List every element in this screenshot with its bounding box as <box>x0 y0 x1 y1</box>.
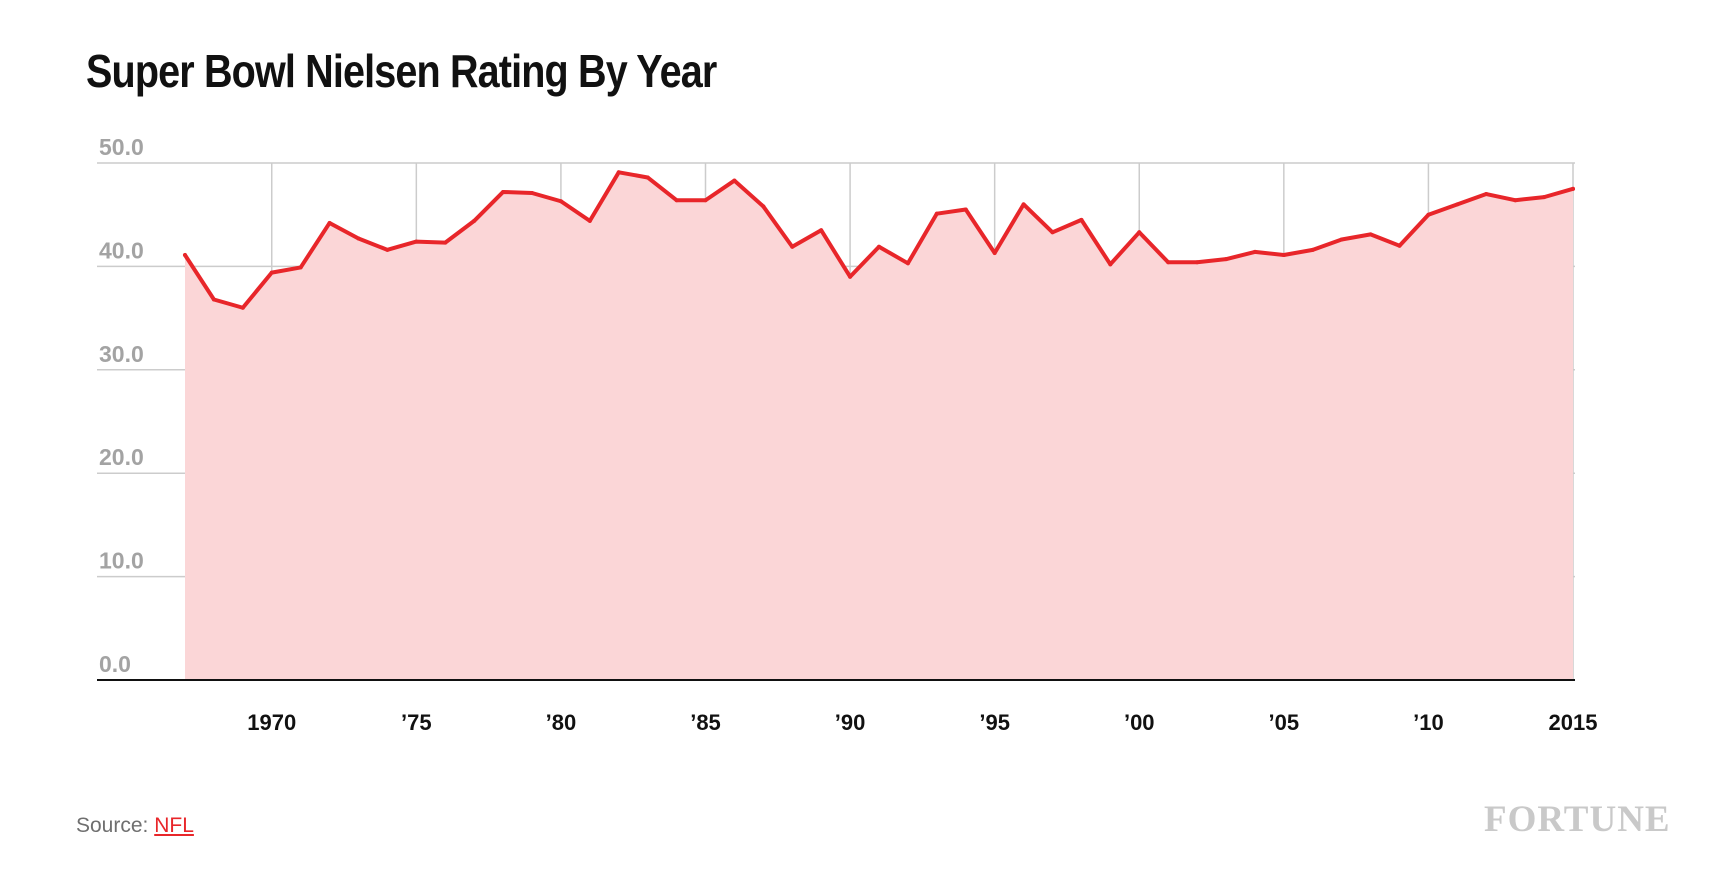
y-tick-label: 40.0 <box>99 237 144 263</box>
data-point-1983 <box>645 175 650 180</box>
chart-title: Super Bowl Nielsen Rating By Year <box>86 45 717 97</box>
source-link[interactable]: NFL <box>154 814 194 837</box>
data-point-2007 <box>1339 237 1344 242</box>
data-point-1974 <box>385 247 390 252</box>
x-tick-label: ’95 <box>979 710 1010 735</box>
data-point-1997 <box>1050 230 1055 235</box>
data-point-1975 <box>414 239 419 244</box>
data-point-2015 <box>1571 186 1575 191</box>
x-tick-label: ’75 <box>401 710 432 735</box>
data-point-1989 <box>819 228 824 233</box>
data-point-1992 <box>905 261 910 266</box>
data-point-1990 <box>848 274 853 279</box>
x-tick-label: ’00 <box>1124 710 1155 735</box>
data-point-1970 <box>269 270 274 275</box>
y-tick-label: 30.0 <box>99 341 144 367</box>
data-point-1998 <box>1079 217 1084 222</box>
data-point-1978 <box>501 189 506 194</box>
data-point-2012 <box>1484 192 1489 197</box>
data-point-2010 <box>1426 212 1431 217</box>
data-point-1980 <box>558 199 563 204</box>
y-tick-label: 50.0 <box>99 134 144 160</box>
data-point-1993 <box>934 211 939 216</box>
data-point-1985 <box>703 198 708 203</box>
data-point-1971 <box>298 265 303 270</box>
y-tick-label: 10.0 <box>99 548 144 574</box>
data-point-2005 <box>1281 253 1286 258</box>
data-point-1994 <box>963 207 968 212</box>
data-point-1972 <box>327 220 332 225</box>
data-point-1996 <box>1021 202 1026 207</box>
data-point-1967 <box>183 253 187 258</box>
data-point-1988 <box>790 244 795 249</box>
data-point-2008 <box>1368 232 1373 237</box>
x-tick-label: ’05 <box>1269 710 1300 735</box>
y-tick-labels: 0.0 10.0 20.0 30.0 40.0 50.0 <box>99 134 144 677</box>
data-point-1999 <box>1108 262 1113 267</box>
x-tick-label: ’80 <box>546 710 577 735</box>
data-point-1991 <box>877 244 881 249</box>
data-point-1977 <box>472 218 477 223</box>
x-tick-label: 1970 <box>247 710 296 735</box>
x-tick-label: ’10 <box>1413 710 1444 735</box>
data-point-1979 <box>530 190 534 195</box>
x-tick-label: ’85 <box>690 710 721 735</box>
data-point-2014 <box>1542 195 1547 200</box>
x-tick-label: 2015 <box>1549 710 1598 735</box>
data-point-2001 <box>1166 260 1171 265</box>
data-point-1969 <box>240 305 245 310</box>
data-point-2000 <box>1137 230 1142 235</box>
fortune-logo: FORTUNE <box>1484 799 1671 840</box>
x-tick-label: ’90 <box>835 710 866 735</box>
data-point-2011 <box>1455 202 1460 207</box>
data-point-1986 <box>732 178 737 183</box>
data-point-1987 <box>761 204 766 209</box>
data-point-1973 <box>356 236 361 241</box>
data-point-1976 <box>443 240 448 245</box>
rating-area-fill <box>185 172 1573 680</box>
y-tick-label: 0.0 <box>99 651 131 677</box>
x-tick-labels: 1970 ’75 ’80 ’85 ’90 ’95 ’00 ’05 ’10 2015 <box>247 710 1597 735</box>
source-note: Source: NFL <box>76 814 194 838</box>
data-point-2004 <box>1252 249 1257 254</box>
data-point-1981 <box>587 218 592 223</box>
data-point-1984 <box>674 198 679 203</box>
y-tick-label: 20.0 <box>99 444 144 470</box>
data-point-2013 <box>1513 198 1518 203</box>
data-point-1968 <box>211 297 216 302</box>
data-point-2002 <box>1195 260 1200 265</box>
data-point-2003 <box>1224 257 1228 262</box>
data-point-1982 <box>616 170 621 175</box>
data-point-2006 <box>1310 247 1315 252</box>
source-prefix: Source: <box>76 814 155 837</box>
data-point-1995 <box>992 250 997 255</box>
data-point-2009 <box>1397 243 1402 248</box>
data-points <box>183 170 1575 310</box>
